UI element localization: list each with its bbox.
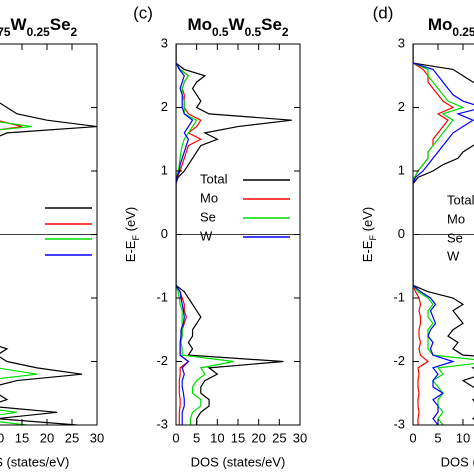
- x-axis-label: DOS (states/eV): [0, 454, 69, 469]
- x-tick-label: 0: [172, 430, 179, 445]
- x-tick-label: 20: [251, 430, 265, 445]
- legend-label: Total: [200, 171, 228, 186]
- panel-title: Mo0.5W0.5Se2: [187, 15, 288, 39]
- axis-label: E-EF (eV): [360, 207, 378, 262]
- y-tick-label: -2: [156, 353, 168, 368]
- label-part: 0.25: [27, 25, 51, 39]
- label-part: F: [368, 235, 378, 241]
- label-part: 0.5: [212, 25, 229, 39]
- label-part: 0.5: [245, 25, 262, 39]
- label-part: (eV): [123, 207, 138, 235]
- label-part: Se: [261, 15, 282, 34]
- legend-label: W: [200, 228, 213, 243]
- x-axis-label: DOS (states/eV): [441, 454, 474, 469]
- panel-label: (c): [133, 3, 153, 22]
- legend-label: Se: [200, 209, 216, 224]
- x-tick-label: 30: [90, 430, 104, 445]
- y-tick-label: 0: [398, 226, 405, 241]
- legend-label: Total: [447, 192, 474, 207]
- legend-label: Mo: [200, 190, 218, 205]
- panel-title: Mo0.75W0.25Se2: [0, 15, 78, 39]
- label-part: E-E: [123, 240, 138, 262]
- dos-curve: [413, 44, 474, 420]
- label-part: W: [11, 15, 28, 34]
- y-tick-label: 1: [161, 162, 168, 177]
- x-tick-label: 25: [272, 430, 286, 445]
- legend-label: Mo: [447, 211, 465, 226]
- x-tick-label: 10: [210, 430, 224, 445]
- y-tick-label: 2: [398, 99, 405, 114]
- label-part: 2: [282, 25, 289, 39]
- x-tick-label: 30: [293, 430, 307, 445]
- label-part: (eV): [360, 207, 375, 235]
- label-part: E-E: [360, 240, 375, 262]
- dos-curve: [0, 102, 97, 425]
- x-axis-label: DOS (states/eV): [191, 454, 286, 469]
- y-tick-label: 3: [398, 35, 405, 50]
- label-part: 0.75: [0, 25, 11, 39]
- label-part: 0.25: [452, 25, 474, 39]
- x-tick-label: 15: [231, 430, 245, 445]
- x-tick-label: 25: [65, 430, 79, 445]
- label-part: W: [229, 15, 246, 34]
- x-tick-label: 5: [193, 430, 200, 445]
- label-part: Mo: [187, 15, 212, 34]
- panel-title: Mo0.25W0.75Se2: [428, 15, 474, 39]
- legend-label: W: [447, 248, 460, 263]
- dos-curve: [176, 44, 194, 425]
- dos-curve: [413, 44, 474, 425]
- panel-label: (d): [373, 3, 394, 22]
- y-tick-label: -1: [156, 289, 168, 304]
- dos-curve: [413, 44, 474, 425]
- x-tick-label: 10: [456, 430, 470, 445]
- y-tick-label: 3: [161, 35, 168, 50]
- x-tick-label: 20: [40, 430, 54, 445]
- dos-curve: [176, 44, 234, 425]
- axis-label: E-EF (eV): [123, 207, 141, 262]
- label-part: Se: [50, 15, 71, 34]
- legend-label: Se: [447, 230, 463, 245]
- y-tick-label: -2: [393, 353, 405, 368]
- y-tick-label: -1: [393, 289, 405, 304]
- x-tick-label: 0: [409, 430, 416, 445]
- x-tick-label: 5: [434, 430, 441, 445]
- dos-curve: [176, 44, 292, 425]
- label-part: F: [131, 235, 141, 241]
- y-tick-label: 1: [398, 162, 405, 177]
- y-tick-label: -3: [393, 416, 405, 431]
- label-part: 2: [71, 25, 78, 39]
- label-part: Mo: [428, 15, 453, 34]
- y-tick-label: 0: [161, 226, 168, 241]
- x-tick-label: 10: [0, 430, 4, 445]
- dos-curve: [413, 44, 455, 425]
- y-tick-label: -3: [156, 416, 168, 431]
- x-tick-label: 15: [15, 430, 29, 445]
- y-tick-label: 2: [161, 99, 168, 114]
